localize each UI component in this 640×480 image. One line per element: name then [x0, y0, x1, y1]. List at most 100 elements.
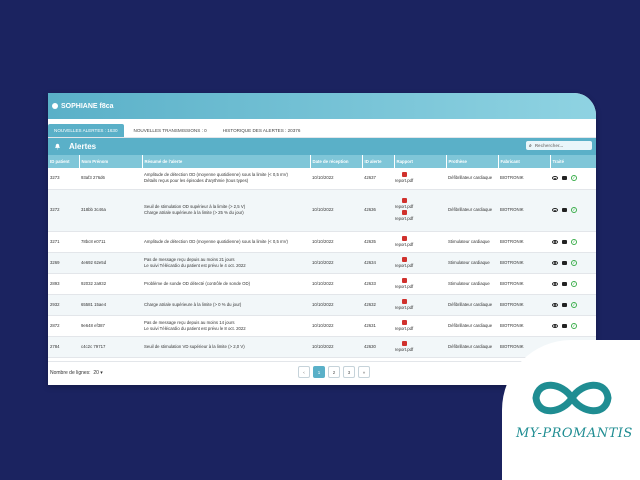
- patient-id-cell: 3269: [48, 252, 79, 274]
- top-bar: SOPHIANE f8ca: [48, 93, 596, 119]
- col-header[interactable]: Date de réception: [310, 155, 363, 168]
- col-header[interactable]: Résumé de l'alerte: [142, 155, 311, 168]
- alert-summary-line: Seuil de stimulation OD supérieur à la l…: [144, 204, 246, 209]
- report-link[interactable]: report.pdf: [395, 172, 413, 184]
- check-icon[interactable]: ✓: [571, 175, 577, 182]
- manufacturer-cell: BIOTRONIK: [498, 231, 550, 253]
- device-cell: Défibrillateur cardiaque: [446, 315, 498, 337]
- col-header[interactable]: ID patient: [48, 155, 80, 168]
- table-row[interactable]: 3269 4e692 62e5d Pas de message reçu depui…: [48, 252, 596, 274]
- col-header[interactable]: Prothèse: [446, 155, 499, 168]
- alert-summary-line: Pas de message reçu depuis au moins 21 j…: [144, 256, 235, 262]
- next-page-button[interactable]: »: [358, 366, 370, 378]
- col-header[interactable]: Traité: [550, 155, 596, 168]
- date-cell: 10/10/2022: [310, 294, 362, 316]
- comment-icon[interactable]: [562, 208, 567, 212]
- table-row[interactable]: 3271 78bc8 e0711 Amplitude de détection OD…: [48, 231, 596, 253]
- report-cell: report.pdf: [394, 252, 446, 274]
- pdf-icon: [401, 319, 407, 325]
- view-icon[interactable]: [552, 323, 558, 328]
- view-icon[interactable]: [552, 302, 558, 307]
- tab-new-alerts[interactable]: NOUVELLES ALERTES : 1630: [48, 124, 124, 137]
- patient-id-cell: 3273: [48, 168, 79, 190]
- report-cell: report.pdf: [394, 231, 446, 253]
- view-icon[interactable]: [552, 176, 558, 181]
- alert-summary-cell: Seuil de stimulation OD supérieur à la l…: [142, 189, 310, 232]
- col-header[interactable]: Rapport: [394, 155, 447, 168]
- view-icon[interactable]: [552, 260, 558, 265]
- report-filename: report.pdf: [394, 283, 414, 289]
- table-header: ID patient Nom Prénom Résumé de l'alerte…: [48, 155, 596, 168]
- view-icon[interactable]: [552, 239, 558, 244]
- patient-name-cell: c4c2c 79717: [79, 336, 142, 358]
- alert-summary-cell: Amplitude de détection OD (moyenne quoti…: [142, 231, 310, 253]
- page-button[interactable]: 2: [328, 366, 340, 378]
- prev-page-button[interactable]: ‹: [298, 366, 310, 378]
- tab-alert-history[interactable]: HISTORIQUE DES ALERTES : 20376: [222, 128, 301, 133]
- alert-summary-cell: Charge atriale supérieure à la limite (>…: [142, 294, 310, 316]
- alert-id-cell: 42632: [362, 294, 394, 316]
- report-link[interactable]: report.pdf: [395, 235, 413, 248]
- pdf-icon: [401, 198, 407, 203]
- check-icon[interactable]: ✓: [571, 280, 577, 287]
- manufacturer-cell: BIOTRONIK: [498, 273, 550, 295]
- table-row[interactable]: 3273 93af3 276d6 Amplitude de détection OD…: [48, 168, 596, 190]
- patient-name-cell: 318bb 3c46a: [79, 189, 142, 232]
- tab-new-transmissions[interactable]: NOUVELLES TRANSMISSIONS : 0: [133, 128, 207, 133]
- check-icon[interactable]: ✓: [571, 207, 577, 213]
- comment-icon[interactable]: [562, 176, 567, 181]
- search-placeholder: Rechercher...: [534, 143, 564, 148]
- table-row[interactable]: 2872 9e648 ef387 Pas de message reçu depui…: [48, 315, 596, 337]
- table-row[interactable]: 2893 92032 2a932 Problème de sonde OD déte…: [48, 273, 596, 295]
- report-link[interactable]: report.pdf: [394, 298, 414, 311]
- table-row[interactable]: 2932 65581 15ae4 Charge atriale supérieure…: [48, 294, 596, 316]
- report-link[interactable]: report.pdf: [395, 340, 413, 353]
- check-icon[interactable]: ✓: [571, 259, 577, 266]
- check-icon[interactable]: ✓: [571, 238, 577, 245]
- row-actions: ✓: [552, 259, 594, 266]
- report-link[interactable]: report.pdf: [395, 198, 413, 210]
- col-header[interactable]: Fabricant: [498, 155, 551, 168]
- date-cell: 10/10/2022: [310, 231, 362, 253]
- check-icon[interactable]: ✓: [571, 322, 577, 329]
- comment-icon[interactable]: [562, 239, 567, 244]
- alert-summary-line: Le suivi Télécardio du patient est prévu…: [144, 325, 246, 331]
- comment-icon[interactable]: [562, 302, 567, 307]
- date-cell: 10/10/2022: [310, 252, 362, 274]
- col-header[interactable]: ID alerte: [362, 155, 395, 168]
- device-cell: Défibrillateur cardiaque: [446, 168, 498, 190]
- device-cell: Défibrillateur cardiaque: [446, 336, 498, 358]
- alert-summary-line: Charge atriale supérieure à la limite (>…: [144, 210, 244, 215]
- page-button[interactable]: 1: [313, 366, 325, 378]
- col-header[interactable]: Nom Prénom: [79, 155, 143, 168]
- user-name[interactable]: SOPHIANE f8ca: [61, 102, 114, 110]
- page-button[interactable]: 3: [343, 366, 355, 378]
- alert-summary-line: Amplitude de détection OD (moyenne quoti…: [144, 172, 288, 178]
- pdf-icon: [401, 172, 407, 178]
- report-link[interactable]: report.pdf: [395, 210, 413, 222]
- table-row[interactable]: 2784 c4c2c 79717 Seuil de stimulation VD s…: [48, 336, 596, 358]
- table-row[interactable]: 3272 318bb 3c46a Seuil de stimulation OD s…: [48, 189, 596, 232]
- actions-cell: ✓: [550, 252, 596, 274]
- rows-per-page-select[interactable]: 20: [93, 370, 99, 376]
- comment-icon[interactable]: [562, 260, 567, 265]
- search-icon: ⌕: [529, 142, 532, 149]
- check-icon[interactable]: ✓: [571, 301, 577, 308]
- manufacturer-cell: BIOTRONIK: [498, 294, 550, 316]
- manufacturer-cell: BIOTRONIK: [498, 189, 550, 232]
- report-link[interactable]: report.pdf: [395, 256, 413, 269]
- report-filename: report.pdf: [394, 304, 414, 310]
- alert-summary-line: Seuil de stimulation VD supérieur à la l…: [144, 343, 245, 349]
- comment-icon[interactable]: [562, 281, 567, 286]
- device-cell: Stimulateur cardiaque: [446, 252, 498, 274]
- search-input[interactable]: ⌕ Rechercher...: [526, 141, 592, 150]
- alerts-header: Alertes ⌕ Rechercher...: [48, 138, 596, 155]
- comment-icon[interactable]: [562, 323, 567, 328]
- view-icon[interactable]: [552, 208, 558, 212]
- alert-id-cell: 42636: [362, 189, 394, 232]
- view-icon[interactable]: [552, 281, 558, 286]
- report-link[interactable]: report.pdf: [394, 277, 414, 290]
- report-link[interactable]: report.pdf: [395, 319, 413, 332]
- row-actions: ✓: [552, 207, 594, 213]
- row-actions: ✓: [552, 175, 594, 182]
